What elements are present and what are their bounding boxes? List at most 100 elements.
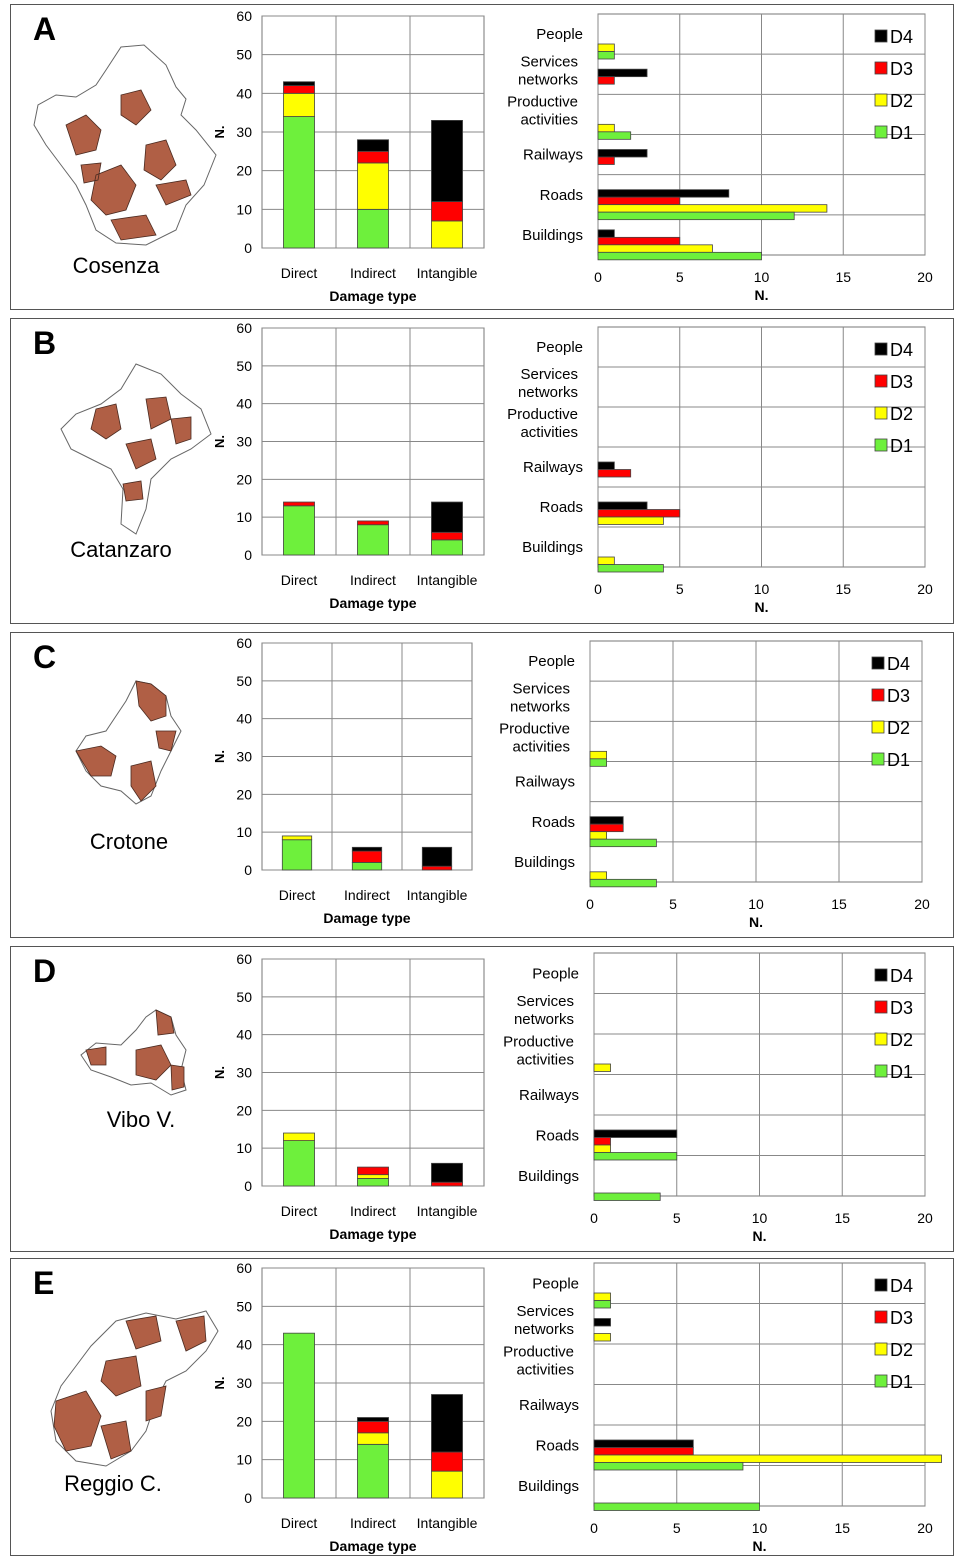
legend-label: D1 [887,750,910,770]
y-tick-label: 30 [236,1375,252,1391]
y-tick-label: 20 [236,471,252,487]
category-label: Railways [519,1087,579,1104]
legend-label: D1 [890,1372,913,1392]
x-tick-label: 5 [673,1520,681,1536]
bar-d1 [593,1502,760,1511]
bar-d3 [283,85,315,94]
bar-d4 [357,139,389,152]
legend-label: D4 [887,654,910,674]
category-label: activities [520,424,578,441]
y-axis-label: N. [212,750,227,763]
bar-d1 [597,251,762,261]
legend-swatch-d1 [874,1064,888,1078]
province-name: Catanzaro [70,537,172,562]
bar-d2 [281,835,313,841]
x-tick-label: 0 [594,581,602,597]
bar-d1 [589,878,657,888]
y-tick-label: 10 [236,509,252,525]
y-tick-label: 0 [244,547,252,563]
bar-d4 [597,149,648,158]
x-tick-label: Intangible [417,265,478,281]
y-tick-label: 30 [236,1065,252,1081]
x-tick-label: Intangible [417,1203,478,1219]
legend-label: D3 [890,998,913,1018]
category-label: activities [512,738,570,755]
panel-letter: A [33,11,57,47]
legend-label: D1 [890,123,913,143]
bar-d1 [589,758,608,767]
x-axis-label: Damage type [323,910,410,926]
category-label: Buildings [522,227,583,244]
legend-swatch-d3 [874,374,888,388]
x-tick-label: Direct [281,265,318,281]
x-tick-label: 0 [586,896,594,912]
y-tick-label: 0 [244,1490,252,1506]
legend-label: D2 [890,91,913,111]
bar-d4 [421,846,453,867]
category-label: Productive [507,93,578,110]
x-tick-label: 5 [669,896,677,912]
category-label: Railways [523,147,583,164]
x-tick-label: 10 [754,581,770,597]
bar-d1 [597,131,632,140]
y-tick-label: 20 [236,1413,252,1429]
category-label: People [532,965,579,982]
legend-swatch-d1 [874,438,888,452]
y-tick-label: 60 [236,951,252,967]
legend-label: D1 [890,1062,913,1082]
bar-d2 [593,1292,611,1301]
bar-d4 [431,1162,463,1183]
x-axis-label: Damage type [329,288,416,304]
bar-d2 [597,123,615,133]
bar-d2 [593,1333,611,1342]
panel-letter: D [33,953,57,989]
bar-d2 [597,516,664,525]
bar-d2 [589,750,608,760]
bar-d4 [593,1439,694,1448]
x-tick-label: Direct [279,887,316,903]
x-tick-label: 10 [748,896,764,912]
bar-d1 [593,1152,678,1161]
x-tick-label: 10 [752,1210,768,1226]
y-tick-label: 50 [236,47,252,63]
bar-d1 [431,539,463,556]
bar-d1 [593,1462,744,1471]
x-tick-label: Indirect [350,1203,396,1219]
bar-d3 [357,1166,389,1176]
category-label: Roads [540,187,583,204]
category-label: activities [516,1051,574,1068]
bar-d4 [597,229,615,238]
y-tick-label: 60 [236,320,252,336]
x-tick-label: 15 [834,1210,850,1226]
bar-d1 [281,839,313,871]
bar-d2 [593,1454,942,1463]
x-axis-label: N. [753,1228,767,1244]
bar-d3 [357,520,389,526]
bar-d1 [283,116,315,249]
x-tick-label: 20 [917,581,933,597]
bar-d1 [597,211,795,221]
bar-d2 [593,1063,611,1072]
legend-label: D4 [890,340,913,360]
bar-d1 [283,505,315,556]
y-tick-label: 40 [236,711,252,727]
x-axis-label: Damage type [329,595,416,611]
category-label: People [532,1275,579,1292]
category-label: Roads [536,1127,579,1144]
y-tick-label: 40 [236,396,252,412]
bar-d3 [351,850,383,863]
legend-label: D3 [890,372,913,392]
legend-swatch-d1 [874,1374,888,1388]
y-tick-label: 10 [236,824,252,840]
x-tick-label: Direct [281,572,318,588]
y-tick-label: 60 [236,1260,252,1276]
panel-letter: B [33,325,57,361]
bar-d3 [431,201,463,222]
category-label: networks [518,71,578,88]
bar-d3 [597,196,681,206]
bar-d2 [597,43,615,52]
bar-d3 [593,1137,611,1146]
y-tick-label: 40 [236,1027,252,1043]
province-name: Reggio C. [64,1471,162,1496]
category-label: Railways [515,774,575,791]
